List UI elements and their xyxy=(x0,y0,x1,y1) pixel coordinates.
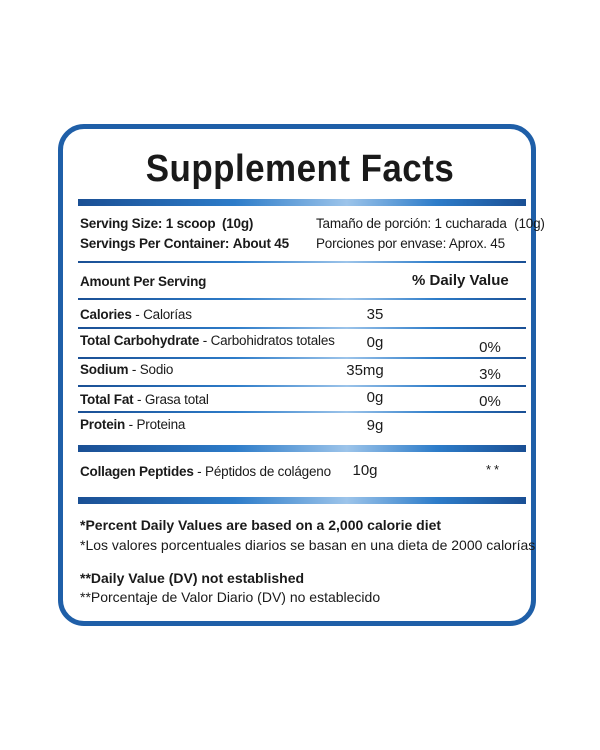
nutrient-dv: 0% xyxy=(479,339,501,356)
nutrient-name: Total Carbohydrate xyxy=(80,333,200,348)
footnote-percent-es: *Los valores porcentuales diarios se bas… xyxy=(80,537,536,553)
daily-value-header: % Daily Value xyxy=(412,272,509,289)
nutrient-row: Total Carbohydrate - Carbohidratos total… xyxy=(80,333,335,348)
serving-size-es-text: Tamaño de porción: 1 cucharada xyxy=(316,216,507,231)
divider-thin xyxy=(78,411,526,413)
servings-per-container-es: Porciones por envase: Aprox. 45 xyxy=(316,236,505,251)
amount-per-serving-header: Amount Per Serving xyxy=(80,274,207,289)
divider-thin xyxy=(78,357,526,359)
collagen-name: Collagen Peptides xyxy=(80,464,194,479)
supplement-facts-panel xyxy=(58,124,536,626)
collagen-amount: 10g xyxy=(352,462,378,479)
nutrient-amount: 9g xyxy=(366,417,384,434)
serving-size-value: 1 scoop xyxy=(165,216,216,231)
divider-thick xyxy=(78,199,526,206)
nutrient-row: Sodium - Sodio xyxy=(80,362,173,377)
divider-thin xyxy=(78,261,526,263)
divider-thick xyxy=(78,445,526,452)
footnote-dv-en: **Daily Value (DV) not established xyxy=(80,570,305,586)
nutrient-row: Protein - Proteina xyxy=(80,417,185,432)
nutrient-row: Calories - Calorías xyxy=(80,307,192,322)
serving-size: Serving Size: 1 scoop (10g) xyxy=(80,216,253,231)
nutrient-amount: 0g xyxy=(366,389,384,406)
nutrient-name-es: - Proteina xyxy=(125,417,186,432)
nutrient-name-es: - Calorías xyxy=(131,307,192,322)
nutrient-name: Total Fat xyxy=(80,392,134,407)
nutrient-name-es: - Carbohidratos totales xyxy=(199,333,335,348)
footnote-dv-es: **Porcentaje de Valor Diario (DV) no est… xyxy=(80,589,381,605)
serving-size-es-grams: (10g) xyxy=(514,216,545,231)
nutrient-name: Protein xyxy=(80,417,126,432)
servings-per-container-value: About 45 xyxy=(232,236,289,251)
nutrient-dv: 3% xyxy=(479,366,501,383)
page-title: Supplement Facts xyxy=(145,148,455,190)
footnote-percent-en: *Percent Daily Values are based on a 2,0… xyxy=(80,517,442,533)
nutrient-name-es: - Grasa total xyxy=(133,392,209,407)
serving-size-label: Serving Size: xyxy=(80,216,163,231)
nutrient-amount: 35mg xyxy=(346,362,384,379)
servings-per-container: Servings Per Container: About 45 xyxy=(80,236,289,251)
divider-thin xyxy=(78,327,526,329)
divider-thin xyxy=(78,298,526,300)
collagen-name-es: - Péptidos de colágeno xyxy=(193,464,331,479)
divider-thin xyxy=(78,385,526,387)
collagen-dv: ** xyxy=(485,462,503,477)
nutrient-name: Calories xyxy=(80,307,132,322)
nutrient-amount: 35 xyxy=(366,306,384,323)
serving-size-es: Tamaño de porción: 1 cucharada (10g) xyxy=(316,216,545,231)
nutrient-name: Sodium xyxy=(80,362,129,377)
collagen-row: Collagen Peptides - Péptidos de colágeno xyxy=(80,464,331,479)
servings-per-container-label: Servings Per Container: xyxy=(80,236,230,251)
serving-size-grams: (10g) xyxy=(221,216,254,231)
nutrient-row: Total Fat - Grasa total xyxy=(80,392,209,407)
divider-thick xyxy=(78,497,526,504)
nutrient-name-es: - Sodio xyxy=(128,362,174,377)
nutrient-amount: 0g xyxy=(366,334,384,351)
nutrient-dv: 0% xyxy=(479,393,501,410)
